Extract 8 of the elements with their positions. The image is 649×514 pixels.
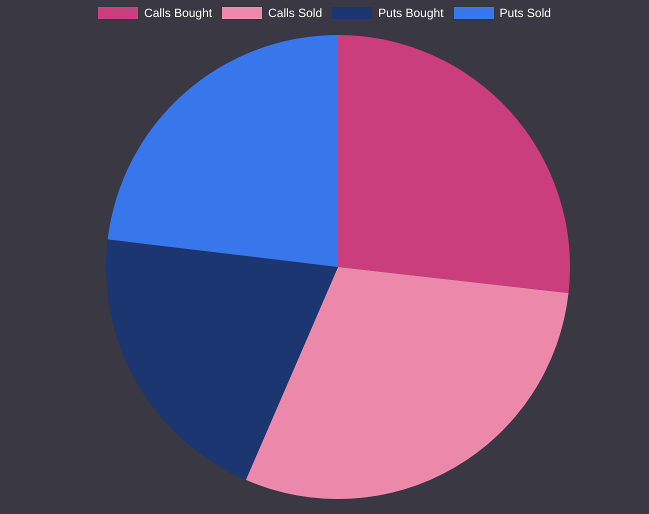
pie-slice: [108, 35, 338, 267]
pie-slice: [338, 35, 570, 294]
legend-label: Calls Sold: [268, 6, 322, 20]
pie-slice: [106, 239, 338, 480]
legend-label: Puts Sold: [500, 6, 551, 20]
pie-slice: [246, 267, 569, 499]
legend-label: Calls Bought: [144, 6, 212, 20]
legend-label: Puts Bought: [378, 6, 444, 20]
